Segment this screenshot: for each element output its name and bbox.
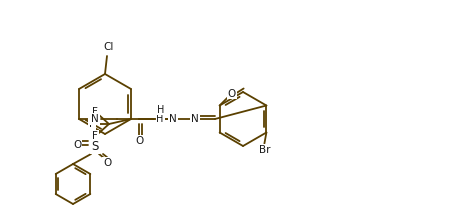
Text: Br: Br xyxy=(259,145,270,155)
Text: N: N xyxy=(169,114,177,124)
Text: H: H xyxy=(157,114,165,124)
Text: F: F xyxy=(92,131,98,141)
Text: F: F xyxy=(92,107,98,117)
Text: F: F xyxy=(89,119,95,129)
Text: N: N xyxy=(91,114,99,124)
Text: N: N xyxy=(191,114,199,124)
Text: O: O xyxy=(73,140,81,150)
Text: O: O xyxy=(103,158,111,168)
Text: O: O xyxy=(135,136,143,146)
Text: S: S xyxy=(91,141,99,153)
Text: Cl: Cl xyxy=(104,42,114,52)
Text: O: O xyxy=(227,88,236,99)
Text: H: H xyxy=(156,114,164,124)
Text: H: H xyxy=(157,105,165,115)
